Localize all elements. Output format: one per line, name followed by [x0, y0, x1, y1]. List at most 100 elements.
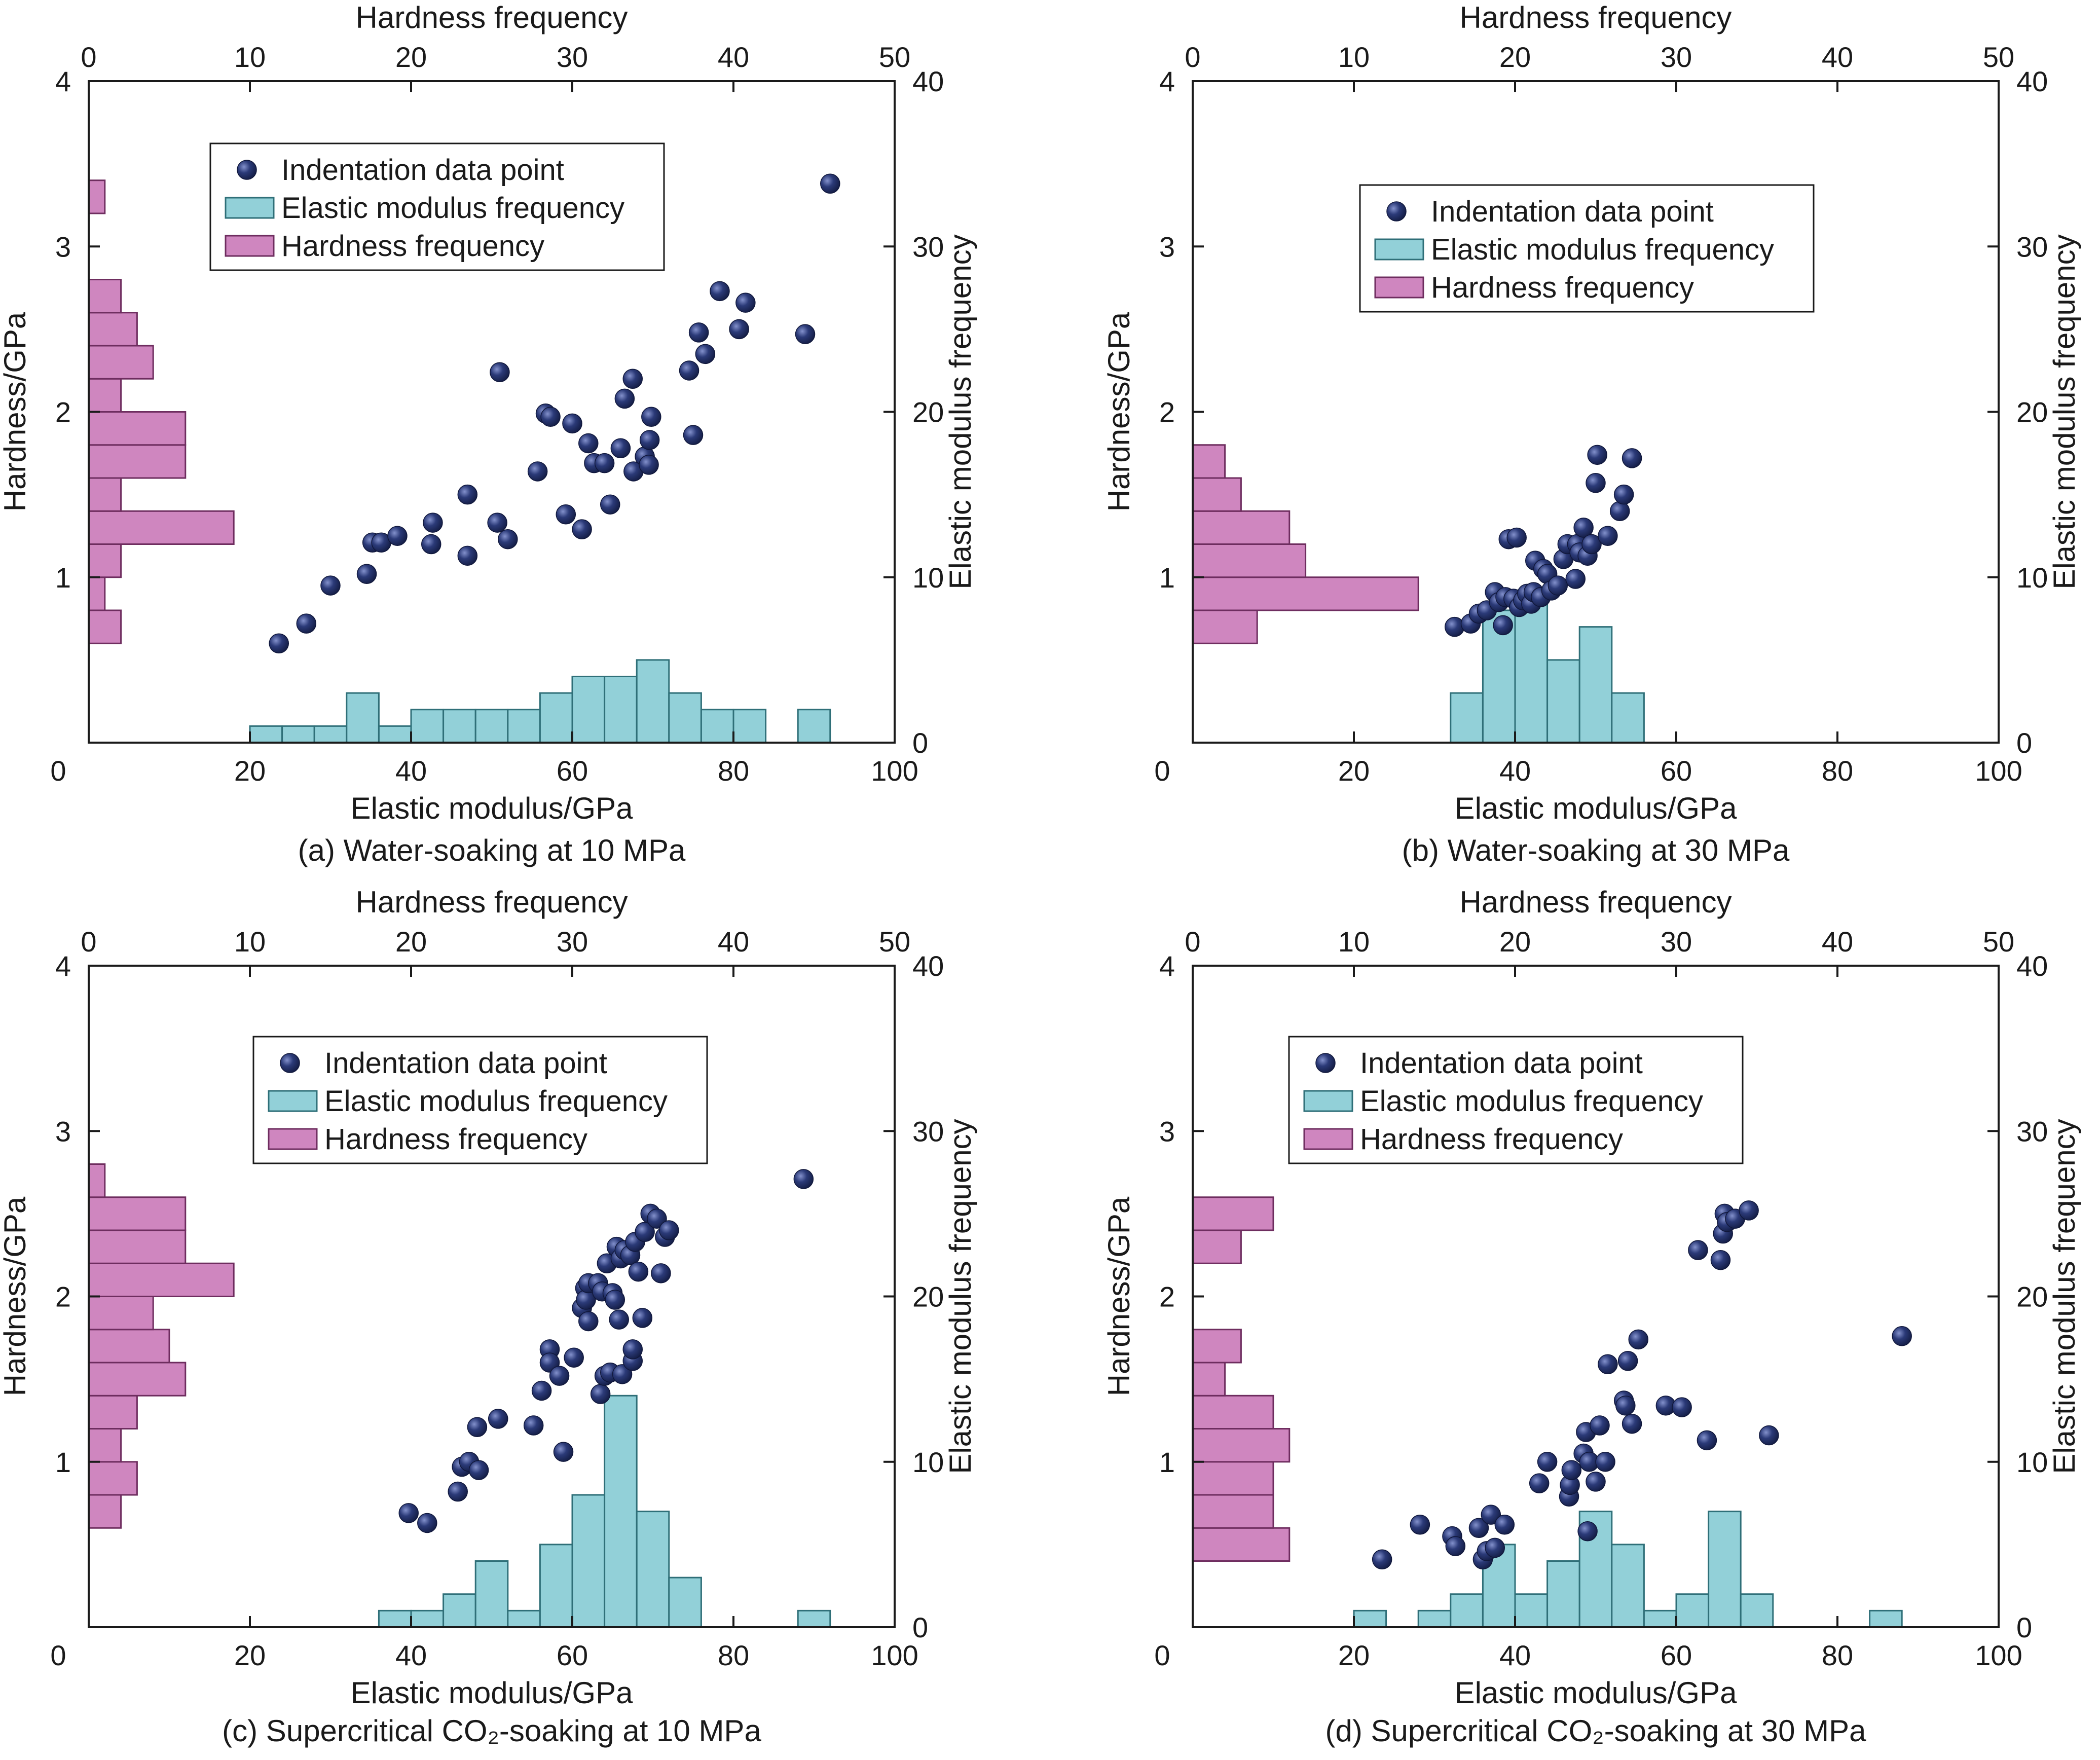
y2-tick-label: 0: [912, 1611, 928, 1643]
y2-tick-label: 20: [2016, 1281, 2048, 1313]
indentation-point: [540, 407, 561, 427]
hardness-bar: [88, 477, 122, 512]
hardness-bar: [88, 345, 154, 380]
indentation-point: [735, 292, 756, 313]
elastic-modulus-bar: [474, 1560, 509, 1628]
x-tick-label: 100: [871, 1639, 918, 1671]
x2-tick-label: 0: [81, 926, 96, 958]
x2-axis-label: Hardness frequency: [1460, 885, 1732, 919]
indentation-point: [553, 1442, 574, 1462]
elastic-modulus-bar: [668, 1576, 702, 1628]
indentation-point: [269, 633, 289, 653]
hardness-bar: [88, 312, 138, 347]
hardness-bar: [88, 1395, 138, 1429]
hardness-bar: [1192, 609, 1258, 644]
x-tick-label: 100: [1975, 1639, 2022, 1671]
hardness-bar: [88, 1229, 187, 1264]
indentation-point: [594, 453, 615, 473]
y2-axis-label: Elastic modulus frequency: [943, 1119, 977, 1474]
indentation-point: [1506, 527, 1527, 548]
elastic-modulus-bar: [1514, 1593, 1549, 1628]
x2-tick-label: 30: [1661, 926, 1692, 958]
indentation-point: [1759, 1425, 1779, 1446]
indentation-point: [1892, 1326, 1912, 1346]
elastic-modulus-bar: [1675, 1593, 1710, 1628]
legend-points-label: Indentation data point: [281, 154, 564, 187]
hardness-bar: [1192, 477, 1242, 512]
hardness-bar: [1192, 1229, 1242, 1264]
legend-elastic-swatch: [268, 1090, 318, 1112]
legend-points-label: Indentation data point: [1431, 195, 1714, 228]
legend-point-marker: [1315, 1053, 1336, 1073]
hardness-bar: [88, 1428, 122, 1463]
hardness-bar: [1192, 1395, 1274, 1429]
indentation-point: [1622, 1413, 1642, 1434]
legend: Indentation data point Elastic modulus fr…: [1288, 1036, 1744, 1164]
legend-box: [252, 1036, 708, 1164]
y-axis-label: Hardness/GPa: [1102, 1196, 1136, 1396]
hardness-bar: [1192, 1428, 1291, 1463]
hardness-bar: [88, 609, 122, 644]
indentation-point: [1481, 1505, 1501, 1525]
x2-tick-label: 30: [557, 926, 588, 958]
hardness-bar: [88, 1163, 106, 1198]
elastic-modulus-bar: [636, 1511, 670, 1628]
x-axis-label: Elastic modulus/GPa: [351, 1676, 634, 1710]
y2-tick-label: 10: [2016, 1446, 2048, 1478]
indentation-point: [578, 433, 599, 454]
legend: Indentation data point Elastic modulus fr…: [209, 142, 665, 271]
indentation-point: [688, 322, 709, 343]
indentation-point: [683, 425, 704, 445]
indentation-point: [1609, 501, 1630, 521]
hardness-bar: [1192, 543, 1307, 578]
elastic-modulus-bar: [1546, 659, 1580, 744]
hardness-bar: [1192, 1329, 1242, 1364]
legend-hardness-swatch: [268, 1128, 318, 1150]
indentation-point: [793, 1169, 814, 1189]
hardness-bar: [1192, 444, 1226, 479]
elastic-modulus-bar: [700, 709, 734, 744]
indentation-point: [614, 388, 635, 409]
elastic-modulus-bar: [474, 709, 509, 744]
legend-point-marker: [237, 160, 257, 180]
hardness-bar: [88, 1494, 122, 1529]
indentation-point: [609, 1309, 629, 1330]
x2-tick-label: 10: [234, 41, 266, 73]
x2-tick-label: 20: [395, 41, 427, 73]
x-tick-label: 60: [557, 1639, 588, 1671]
x2-tick-label: 50: [879, 41, 910, 73]
y2-tick-label: 30: [2016, 231, 2048, 263]
x2-tick-label: 0: [1185, 926, 1200, 958]
hardness-bar: [88, 378, 122, 413]
legend-elastic-swatch: [225, 197, 275, 219]
y2-tick-label: 40: [2016, 950, 2048, 982]
y2-axis-label: Elastic modulus frequency: [2047, 234, 2081, 589]
elastic-modulus-bar: [571, 676, 606, 744]
hardness-bar: [88, 279, 122, 314]
indentation-point: [1565, 569, 1586, 589]
hardness-bar: [88, 1262, 235, 1297]
x-tick-label: 100: [1975, 755, 2022, 787]
indentation-point: [1577, 1521, 1598, 1542]
elastic-modulus-bar: [1611, 692, 1645, 744]
elastic-modulus-bar: [281, 725, 315, 744]
indentation-point: [398, 1503, 419, 1523]
elastic-modulus-bar: [1578, 626, 1613, 744]
panel-caption: (d) Supercritical CO₂-soaking at 30 MPa: [1325, 1714, 1866, 1748]
legend-hardness-label: Hardness frequency: [1360, 1123, 1623, 1156]
hardness-bar: [88, 179, 106, 214]
indentation-point: [1445, 1536, 1466, 1556]
indentation-point: [488, 1409, 508, 1429]
indentation-point: [498, 529, 518, 549]
indentation-point: [1372, 1549, 1392, 1569]
elastic-modulus-bar: [1740, 1593, 1774, 1628]
indentation-point: [1598, 526, 1618, 546]
indentation-point: [628, 1261, 649, 1282]
y2-tick-label: 40: [2016, 65, 2048, 97]
legend-hardness-label: Hardness frequency: [281, 230, 544, 263]
x-tick-label: 40: [395, 755, 427, 787]
elastic-modulus-bar: [1353, 1609, 1387, 1628]
y2-tick-label: 10: [912, 562, 944, 594]
